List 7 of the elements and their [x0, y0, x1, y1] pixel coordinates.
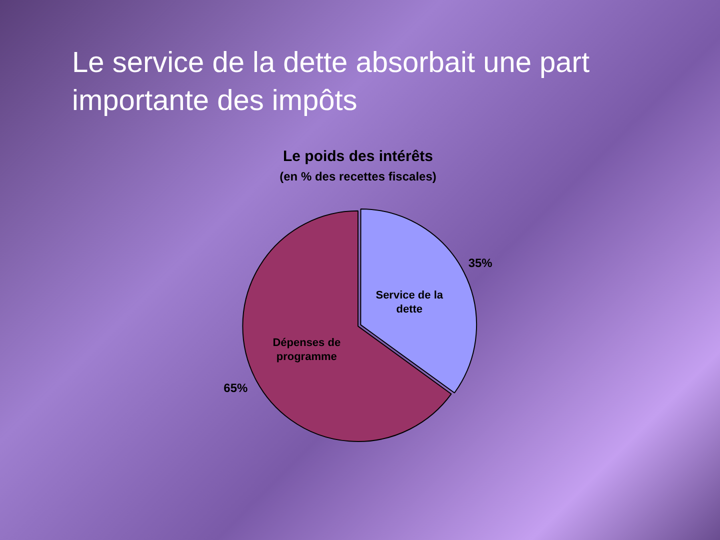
data-label: 35% [468, 256, 493, 270]
slice-label: Dépenses de programme [272, 336, 341, 363]
data-label: 65% [224, 380, 248, 395]
chart-title: Le poids des intérêts [282, 148, 434, 166]
chart-subtitle: (en % des recettes fiscales) [280, 170, 436, 184]
text: Le service de la dette absorbait une part importante des impôts [72, 46, 590, 119]
slice-label: Service de la dette [376, 290, 444, 316]
